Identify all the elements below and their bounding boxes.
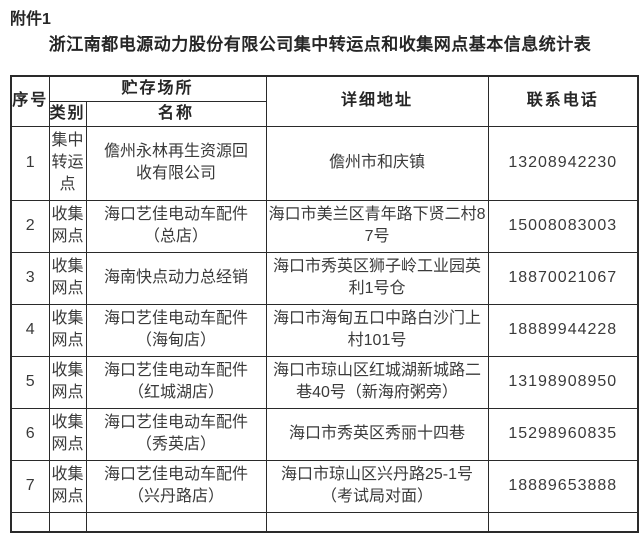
cell-category: 收集网点 [48,199,87,253]
cell-address: 儋州市和庆镇 [265,125,489,201]
cell-phone: 13198908950 [487,355,639,409]
table-row-partial [10,511,639,533]
header-category: 类别 [48,100,87,127]
header-name: 名称 [85,100,267,127]
cell-phone: 18889653888 [487,459,639,513]
attachment-label: 附件1 [10,11,51,28]
cell-address: 海口市秀英区秀丽十四巷 [265,407,489,461]
cell-category: 收集网点 [48,407,87,461]
cell-address [265,511,489,533]
header-index: 序号 [10,75,50,127]
table-row: 3 收集网点 海南快点动力总经销 海口市秀英区狮子岭工业园英利1号仓 18870… [10,251,639,305]
header-phone: 联系电话 [487,75,639,127]
header-address: 详细地址 [265,75,489,127]
cell-category: 收集网点 [48,303,87,357]
cell-category: 集中转运点 [48,125,87,201]
cell-category: 收集网点 [48,355,87,409]
table-row: 7 收集网点 海口艺佳电动车配件（兴丹路店） 海口市琼山区兴丹路25-1号（考试… [10,459,639,513]
cell-address: 海口市琼山区红城湖新城路二巷40号（新海府粥旁） [265,355,489,409]
cell-index: 7 [10,459,50,513]
cell-name: 儋州永林再生资源回收有限公司 [85,125,267,201]
cell-phone: 13208942230 [487,125,639,201]
info-table: 序号 贮存场所 详细地址 联系电话 类别 名称 1 集中转运点 儋州永林再生资源… [10,75,640,533]
cell-phone: 15008083003 [487,199,639,253]
cell-phone: 18889944228 [487,303,639,357]
cell-address: 海口市秀英区狮子岭工业园英利1号仓 [265,251,489,305]
cell-category: 收集网点 [48,459,87,513]
cell-phone: 15298960835 [487,407,639,461]
table-header: 序号 贮存场所 详细地址 联系电话 类别 名称 [10,75,639,127]
header-row-1: 序号 贮存场所 详细地址 联系电话 [10,75,639,127]
cell-name: 海口艺佳电动车配件（总店） [85,199,267,253]
cell-name: 海口艺佳电动车配件（兴丹路店） [85,459,267,513]
cell-index: 2 [10,199,50,253]
table-row: 1 集中转运点 儋州永林再生资源回收有限公司 儋州市和庆镇 1320894223… [10,125,639,201]
header-row-2: 类别 名称 [11,100,638,127]
table-row: 4 收集网点 海口艺佳电动车配件（海甸店） 海口市海甸五口中路白沙门上村101号… [10,303,639,357]
cell-category: 收集网点 [48,251,87,305]
cell-index: 4 [10,303,50,357]
cell-phone: 18870021067 [487,251,639,305]
cell-index: 1 [10,125,50,201]
cell-index [10,511,50,533]
cell-name: 海口艺佳电动车配件（海甸店） [85,303,267,357]
cell-address: 海口市美兰区青年路下贤二村87号 [265,199,489,253]
cell-index: 3 [10,251,50,305]
header-storage-place: 贮存场所 [48,75,267,102]
table-body: 1 集中转运点 儋州永林再生资源回收有限公司 儋州市和庆镇 1320894223… [10,125,639,533]
cell-address: 海口市琼山区兴丹路25-1号（考试局对面） [265,459,489,513]
cell-name: 海口艺佳电动车配件（红城湖店） [85,355,267,409]
cell-name [85,511,267,533]
cell-address: 海口市海甸五口中路白沙门上村101号 [265,303,489,357]
document-title: 浙江南都电源动力股份有限公司集中转运点和收集网点基本信息统计表 [48,35,592,54]
table-row: 5 收集网点 海口艺佳电动车配件（红城湖店） 海口市琼山区红城湖新城路二巷40号… [10,355,639,409]
cell-category [48,511,87,533]
cell-phone [487,511,639,533]
cell-index: 6 [10,407,50,461]
table-row: 6 收集网点 海口艺佳电动车配件（秀英店） 海口市秀英区秀丽十四巷 152989… [10,407,639,461]
cell-index: 5 [10,355,50,409]
table-row: 2 收集网点 海口艺佳电动车配件（总店） 海口市美兰区青年路下贤二村87号 15… [10,199,639,253]
cell-name: 海南快点动力总经销 [85,251,267,305]
cell-name: 海口艺佳电动车配件（秀英店） [85,407,267,461]
